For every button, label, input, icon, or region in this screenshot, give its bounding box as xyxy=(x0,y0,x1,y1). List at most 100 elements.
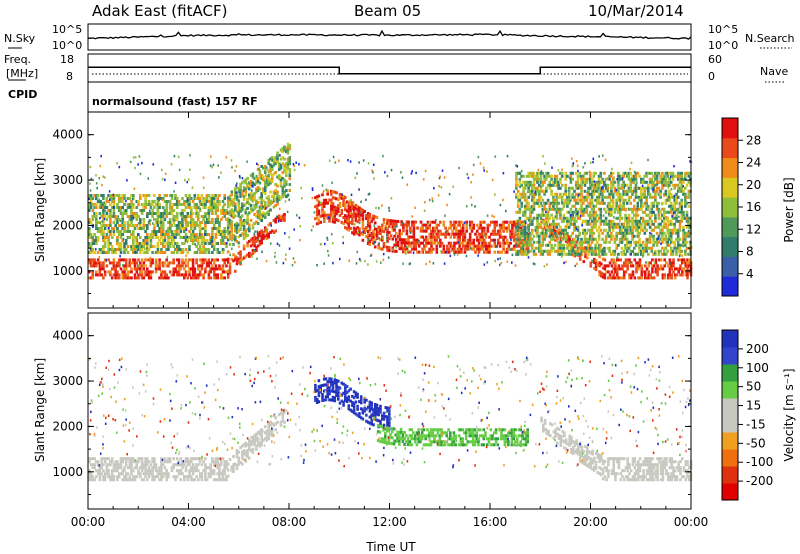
power-scatter-cell xyxy=(144,270,147,274)
power-scatter-cell xyxy=(204,212,207,215)
power-scatter-cell xyxy=(613,225,617,229)
power-scatter-cell xyxy=(518,177,522,181)
power-scatter-cell xyxy=(421,229,424,233)
power-scatter-cell xyxy=(184,264,188,268)
power-scatter-cell xyxy=(557,195,560,199)
power-scatter-cell xyxy=(573,189,576,193)
power-noise-cell xyxy=(113,249,115,253)
power-scatter-cell xyxy=(112,221,116,224)
power-scatter-cell xyxy=(340,196,344,200)
power-scatter-cell xyxy=(181,197,184,200)
power-scatter-cell xyxy=(552,228,556,232)
power-noise-cell xyxy=(593,180,596,183)
power-scatter-cell xyxy=(611,192,615,196)
power-scatter-cell xyxy=(149,245,153,248)
power-scatter-cell xyxy=(543,177,546,181)
power-scatter-cell xyxy=(216,242,219,245)
power-scatter-cell xyxy=(599,243,603,247)
station-title: Adak East (fitACF) xyxy=(92,2,227,20)
power-scatter-cell xyxy=(188,206,191,209)
power-scatter-cell xyxy=(627,177,631,181)
power-scatter-cell xyxy=(629,225,632,229)
power-scatter-cell xyxy=(461,244,465,248)
power-scatter-cell xyxy=(89,221,93,224)
power-scatter-cell xyxy=(133,261,137,265)
power-scatter-cell xyxy=(260,195,263,198)
power-scatter-cell xyxy=(204,227,207,230)
power-scatter-cell xyxy=(403,250,407,254)
power-scatter-cell xyxy=(627,213,631,217)
power-scatter-cell xyxy=(516,225,520,229)
date-title: 10/Mar/2014 xyxy=(588,2,684,20)
power-scatter-cell xyxy=(681,273,684,277)
power-scatter-cell xyxy=(685,183,689,187)
power-scatter-cell xyxy=(682,228,685,232)
power-scatter-cell xyxy=(641,210,645,214)
power-scatter-cell xyxy=(432,226,435,230)
power-scatter-cell xyxy=(232,253,235,257)
power-scatter-cell xyxy=(395,240,398,244)
power-scatter-cell xyxy=(244,178,248,182)
power-scatter-cell xyxy=(365,214,368,217)
power-scatter-cell xyxy=(578,231,581,235)
power-scatter-cell xyxy=(610,222,613,226)
power-scatter-cell xyxy=(179,236,183,239)
power-scatter-cell xyxy=(531,174,534,178)
power-scatter-cell xyxy=(564,237,567,241)
power-noise-cell xyxy=(575,234,577,237)
velocity-scatter-cell xyxy=(88,472,91,476)
power-scatter-cell xyxy=(168,245,172,248)
power-scatter-cell xyxy=(435,238,439,242)
power-noise-cell xyxy=(422,178,425,181)
power-scatter-cell xyxy=(232,209,235,213)
power-scatter-cell xyxy=(244,208,248,212)
power-scatter-cell xyxy=(529,213,532,217)
power-scatter-cell xyxy=(160,251,163,254)
power-scatter-cell xyxy=(604,240,608,244)
power-scatter-cell xyxy=(218,267,221,271)
power-scatter-cell xyxy=(395,243,398,247)
power-scatter-cell xyxy=(197,248,200,251)
power-scatter-cell xyxy=(181,212,184,215)
power-scatter-cell xyxy=(437,223,440,227)
power-scatter-cell xyxy=(211,200,214,203)
power-noise-cell xyxy=(279,154,281,157)
power-scatter-cell xyxy=(368,243,372,246)
power-scatter-cell xyxy=(133,212,137,215)
power-scatter-cell xyxy=(132,242,135,245)
power-scatter-cell xyxy=(191,267,195,271)
power-scatter-cell xyxy=(507,223,511,227)
power-scatter-cell xyxy=(95,215,98,218)
power-scatter-cell xyxy=(412,238,416,242)
power-scatter-cell xyxy=(512,235,516,239)
power-scatter-cell xyxy=(673,207,676,211)
power-noise-cell xyxy=(606,189,609,192)
power-noise-cell xyxy=(439,175,441,178)
power-scatter-cell xyxy=(538,240,541,244)
power-scatter-cell xyxy=(625,192,629,196)
power-scatter-cell xyxy=(165,233,168,236)
power-scatter-cell xyxy=(662,180,666,184)
power-noise-cell xyxy=(339,257,341,261)
power-scatter-cell xyxy=(661,213,664,217)
power-scatter-cell xyxy=(153,200,156,203)
power-scatter-cell xyxy=(541,198,545,202)
power-scatter-cell xyxy=(211,197,214,200)
power-scatter-cell xyxy=(96,258,100,262)
power-scatter-cell xyxy=(239,224,242,228)
power-scatter-cell xyxy=(571,243,574,247)
power-scatter-cell xyxy=(546,210,550,214)
power-scatter-cell xyxy=(389,219,393,223)
power-scatter-cell xyxy=(103,239,107,242)
power-noise-cell xyxy=(644,226,646,229)
power-scatter-cell xyxy=(582,240,585,244)
power-scatter-cell xyxy=(611,234,615,238)
power-scatter-cell xyxy=(553,174,557,178)
power-scatter-cell xyxy=(618,240,622,244)
power-scatter-cell xyxy=(613,237,617,241)
power-scatter-cell xyxy=(379,226,382,230)
power-scatter-cell xyxy=(410,241,414,245)
power-scatter-cell xyxy=(430,229,433,233)
power-scatter-cell xyxy=(402,238,405,242)
power-scatter-cell xyxy=(536,177,539,181)
